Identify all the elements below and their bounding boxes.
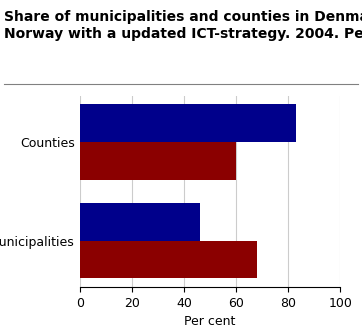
Bar bbox=[80, 104, 296, 142]
Bar bbox=[80, 203, 199, 241]
Text: Share of municipalities and counties in Denmark and
Norway with a updated ICT-st: Share of municipalities and counties in … bbox=[4, 10, 362, 41]
X-axis label: Per cent: Per cent bbox=[184, 315, 236, 328]
Bar bbox=[80, 241, 257, 279]
Bar bbox=[80, 142, 236, 180]
